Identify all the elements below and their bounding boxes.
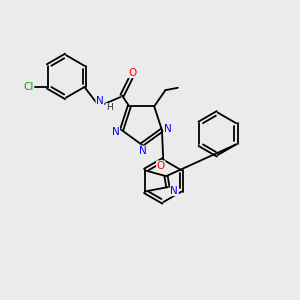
Text: O: O xyxy=(128,68,136,78)
Text: N: N xyxy=(170,186,178,196)
Text: N: N xyxy=(164,124,172,134)
Text: N: N xyxy=(96,96,104,106)
Text: O: O xyxy=(157,161,165,171)
Text: Cl: Cl xyxy=(23,82,34,92)
Text: N: N xyxy=(112,128,120,137)
Text: N: N xyxy=(140,146,147,156)
Text: H: H xyxy=(106,103,113,112)
